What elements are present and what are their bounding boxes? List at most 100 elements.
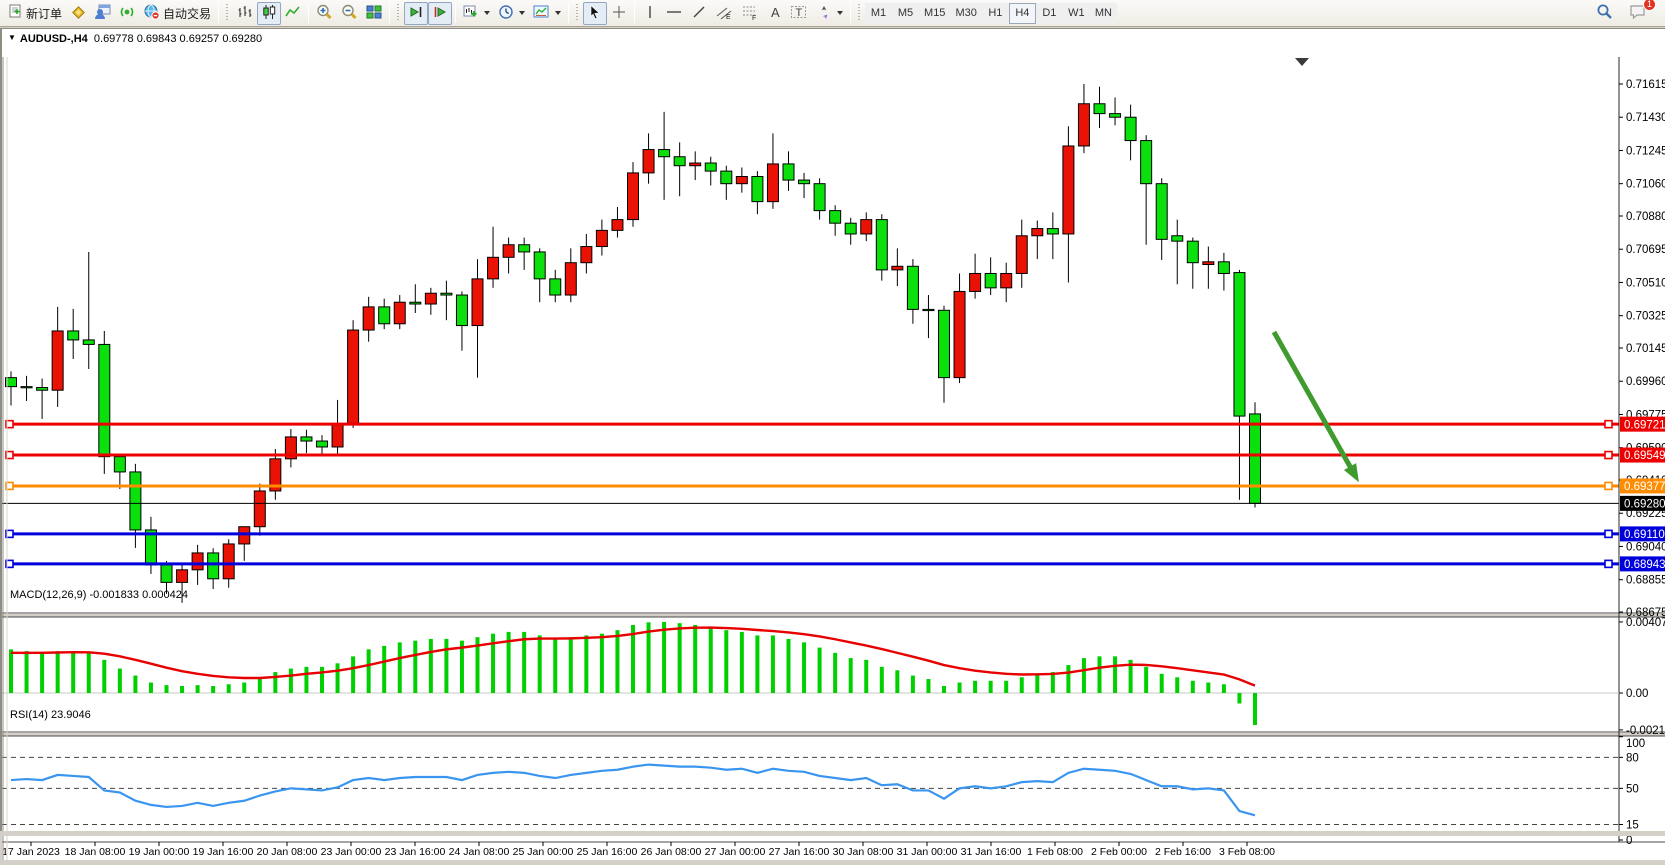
svg-text:24 Jan 08:00: 24 Jan 08:00 — [449, 846, 510, 858]
svg-text:0: 0 — [1626, 835, 1632, 847]
svg-text:1 Feb 08:00: 1 Feb 08:00 — [1027, 846, 1083, 858]
tab-timeframe-d1[interactable]: D1 — [1035, 2, 1063, 24]
tab-timeframe-w1[interactable]: W1 — [1062, 2, 1090, 24]
notification-badge: 1 — [1643, 0, 1656, 11]
tab-timeframe-m5[interactable]: M5 — [892, 2, 920, 24]
arrows-button[interactable] — [812, 2, 847, 25]
zoom-out-button[interactable] — [337, 2, 362, 25]
candlestick-chart-button[interactable] — [257, 1, 282, 25]
horizontal-line-button[interactable] — [661, 2, 687, 25]
text-label-button[interactable]: T — [786, 2, 812, 25]
svg-text:30 Jan 08:00: 30 Jan 08:00 — [833, 846, 894, 858]
line-chart-button[interactable] — [281, 2, 305, 25]
crosshair-button[interactable] — [607, 2, 631, 25]
svg-text:E: E — [726, 14, 731, 20]
svg-text:31 Jan 00:00: 31 Jan 00:00 — [897, 846, 958, 858]
search-button[interactable] — [1592, 2, 1617, 25]
auto-scroll-button[interactable] — [404, 1, 429, 25]
metaquotes-button[interactable] — [66, 2, 90, 25]
chevron-down-icon — [837, 11, 844, 15]
toolbar-grip — [225, 4, 231, 22]
signal-icon — [119, 4, 135, 23]
new-order-label: 新订单 — [26, 6, 63, 21]
svg-text:23 Jan 16:00: 23 Jan 16:00 — [385, 846, 446, 858]
svg-text:100: 100 — [1626, 738, 1645, 750]
tile-windows-button[interactable] — [362, 2, 386, 25]
svg-text:0.68855: 0.68855 — [1626, 575, 1665, 587]
ohlc-values: 0.69778 0.69843 0.69257 0.69280 — [93, 33, 263, 45]
market-watch-button[interactable] — [90, 2, 115, 25]
chat-button[interactable]: 1 — [1625, 0, 1656, 25]
tab-timeframe-h4[interactable]: H4 — [1008, 2, 1036, 24]
templates-button[interactable] — [529, 2, 565, 25]
svg-text:15: 15 — [1626, 820, 1639, 832]
svg-text:26 Jan 08:00: 26 Jan 08:00 — [641, 846, 702, 858]
cursor-arrow-icon — [587, 4, 603, 23]
svg-text:17 Jan 2023: 17 Jan 2023 — [2, 846, 60, 858]
fibonacci-icon: F — [741, 4, 759, 23]
chart-title: ▼ AUDUSD-,H4 0.69778 0.69843 0.69257 0.69… — [8, 33, 262, 45]
svg-text:3 Feb 08:00: 3 Feb 08:00 — [1219, 846, 1275, 858]
svg-text:0.00: 0.00 — [1626, 688, 1648, 700]
svg-text:19 Jan 00:00: 19 Jan 00:00 — [129, 846, 190, 858]
new-order-button[interactable]: 新订单 — [4, 2, 66, 25]
new-chart-icon — [463, 4, 479, 23]
tab-timeframe-mn[interactable]: MN — [1089, 2, 1117, 24]
svg-text:31 Jan 16:00: 31 Jan 16:00 — [961, 846, 1022, 858]
svg-text:-0.002114: -0.002114 — [1626, 725, 1665, 737]
zoom-in-button[interactable] — [312, 2, 337, 25]
svg-text:18 Jan 08:00: 18 Jan 08:00 — [65, 846, 126, 858]
main-toolbar: 新订单 自动交易 — [0, 0, 1665, 27]
svg-text:T: T — [796, 7, 803, 19]
svg-text:2 Feb 00:00: 2 Feb 00:00 — [1091, 846, 1147, 858]
svg-text:23 Jan 00:00: 23 Jan 00:00 — [321, 846, 382, 858]
chart-shift-button[interactable] — [428, 1, 453, 25]
period-button[interactable] — [494, 2, 529, 25]
chevron-down-icon — [555, 11, 562, 15]
zoom-out-icon — [341, 4, 358, 23]
bar-chart-button[interactable] — [233, 2, 257, 25]
channel-icon: E — [715, 4, 733, 23]
tile-windows-icon — [366, 4, 382, 23]
svg-text:0.71615: 0.71615 — [1626, 79, 1665, 91]
autotrading-button[interactable]: 自动交易 — [139, 2, 215, 25]
equidistant-channel-button[interactable]: E — [711, 2, 737, 25]
svg-text:0.004071: 0.004071 — [1626, 617, 1665, 629]
macd-indicator-label: MACD(12,26,9) -0.001833 0.000424 — [10, 589, 188, 601]
chevron-down-icon — [484, 11, 491, 15]
candlestick-chart-icon — [261, 4, 277, 23]
symbol-label: AUDUSD-,H4 — [19, 33, 88, 45]
text-button[interactable]: A — [763, 2, 786, 25]
rsi-indicator-label: RSI(14) 23.9046 — [10, 709, 91, 721]
tab-timeframe-h1[interactable]: H1 — [981, 2, 1009, 24]
tab-timeframe-m15[interactable]: M15 — [919, 2, 951, 24]
text-a-icon: A — [768, 4, 782, 23]
svg-text:A: A — [771, 5, 780, 20]
svg-text:50: 50 — [1626, 783, 1639, 795]
collapse-quotes-icon[interactable]: ▼ — [8, 33, 16, 42]
svg-text:25 Jan 16:00: 25 Jan 16:00 — [577, 846, 638, 858]
vertical-line-button[interactable] — [638, 2, 661, 25]
svg-text:2 Feb 16:00: 2 Feb 16:00 — [1155, 846, 1211, 858]
template-icon — [533, 4, 550, 23]
trendline-button[interactable] — [687, 2, 711, 25]
chart-area[interactable]: 0.71615 0.71430 0.71245 0.71060 0.70880 0.706… — [2, 29, 1665, 865]
tab-timeframe-m30[interactable]: M30 — [950, 2, 982, 24]
fibonacci-button[interactable]: F — [737, 2, 763, 25]
autotrading-label: 自动交易 — [163, 6, 212, 21]
svg-text:0.69377: 0.69377 — [1624, 481, 1665, 493]
svg-text:19 Jan 16:00: 19 Jan 16:00 — [193, 846, 254, 858]
svg-text:0.69960: 0.69960 — [1626, 376, 1665, 388]
signal-button[interactable] — [115, 2, 139, 25]
svg-text:0.70510: 0.70510 — [1626, 277, 1665, 289]
svg-text:0.68943: 0.68943 — [1624, 559, 1665, 571]
toolbar-grip — [396, 4, 402, 22]
toolbar-separator — [455, 3, 457, 23]
cursor-button[interactable] — [583, 1, 608, 25]
tab-timeframe-m1[interactable]: M1 — [865, 2, 893, 24]
svg-text:27 Jan 00:00: 27 Jan 00:00 — [705, 846, 766, 858]
toolbar-separator — [850, 3, 852, 23]
new-chart-button[interactable] — [459, 2, 494, 25]
toolbar-separator — [634, 3, 636, 23]
chart-shift-icon — [432, 4, 448, 23]
